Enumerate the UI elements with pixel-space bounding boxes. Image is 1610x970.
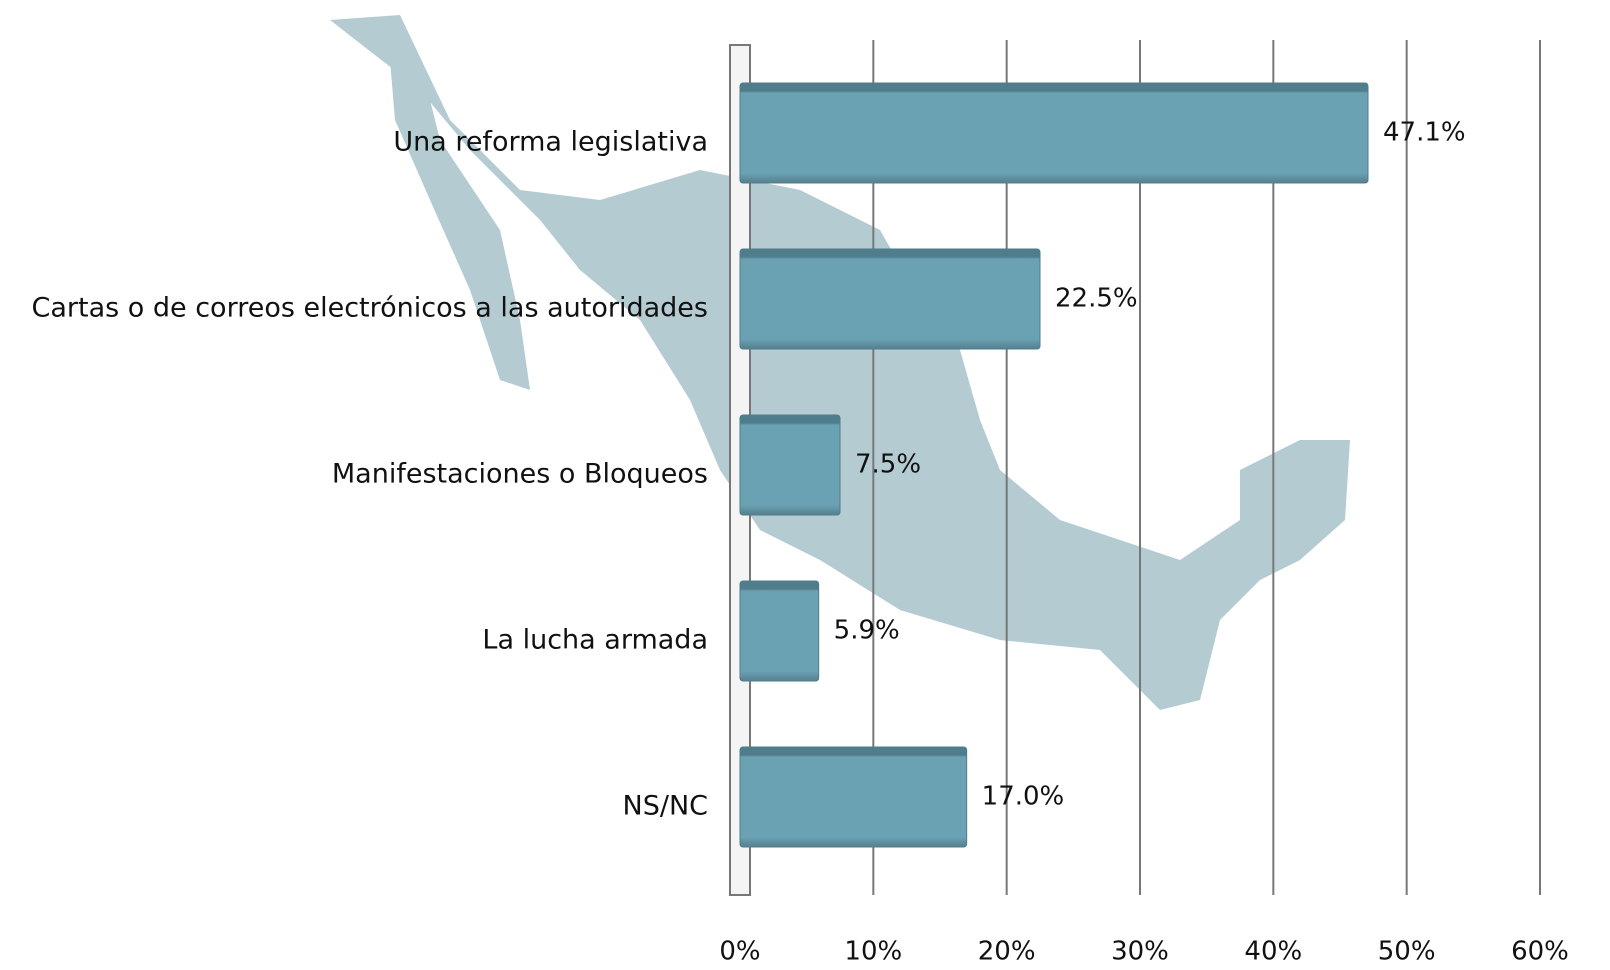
x-tick-label: 20%	[978, 937, 1036, 967]
value-label: 47.1%	[1383, 118, 1466, 148]
x-tick-label: 30%	[1111, 937, 1169, 967]
x-tick-label: 60%	[1511, 937, 1569, 967]
y-tick-label: Una reforma legislativa	[393, 127, 708, 158]
value-label: 5.9%	[834, 616, 900, 646]
x-tick-label: 0%	[719, 937, 760, 967]
bar	[739, 82, 1369, 184]
y-tick-label: Cartas o de correos electrónicos a las a…	[32, 293, 709, 324]
x-tick-label: 50%	[1378, 937, 1436, 967]
bar	[739, 414, 841, 516]
y-tick-label: NS/NC	[623, 791, 708, 822]
y-tick-label: Manifestaciones o Bloqueos	[332, 459, 708, 490]
value-label: 7.5%	[855, 450, 921, 480]
y-tick-label: La lucha armada	[482, 625, 708, 656]
bar	[739, 746, 968, 848]
value-label: 17.0%	[982, 782, 1065, 812]
x-tick-label: 10%	[844, 937, 902, 967]
map-background	[330, 15, 1350, 710]
bar	[739, 248, 1041, 350]
x-tick-label: 40%	[1244, 937, 1302, 967]
value-label: 22.5%	[1055, 284, 1138, 314]
bar	[739, 580, 820, 682]
